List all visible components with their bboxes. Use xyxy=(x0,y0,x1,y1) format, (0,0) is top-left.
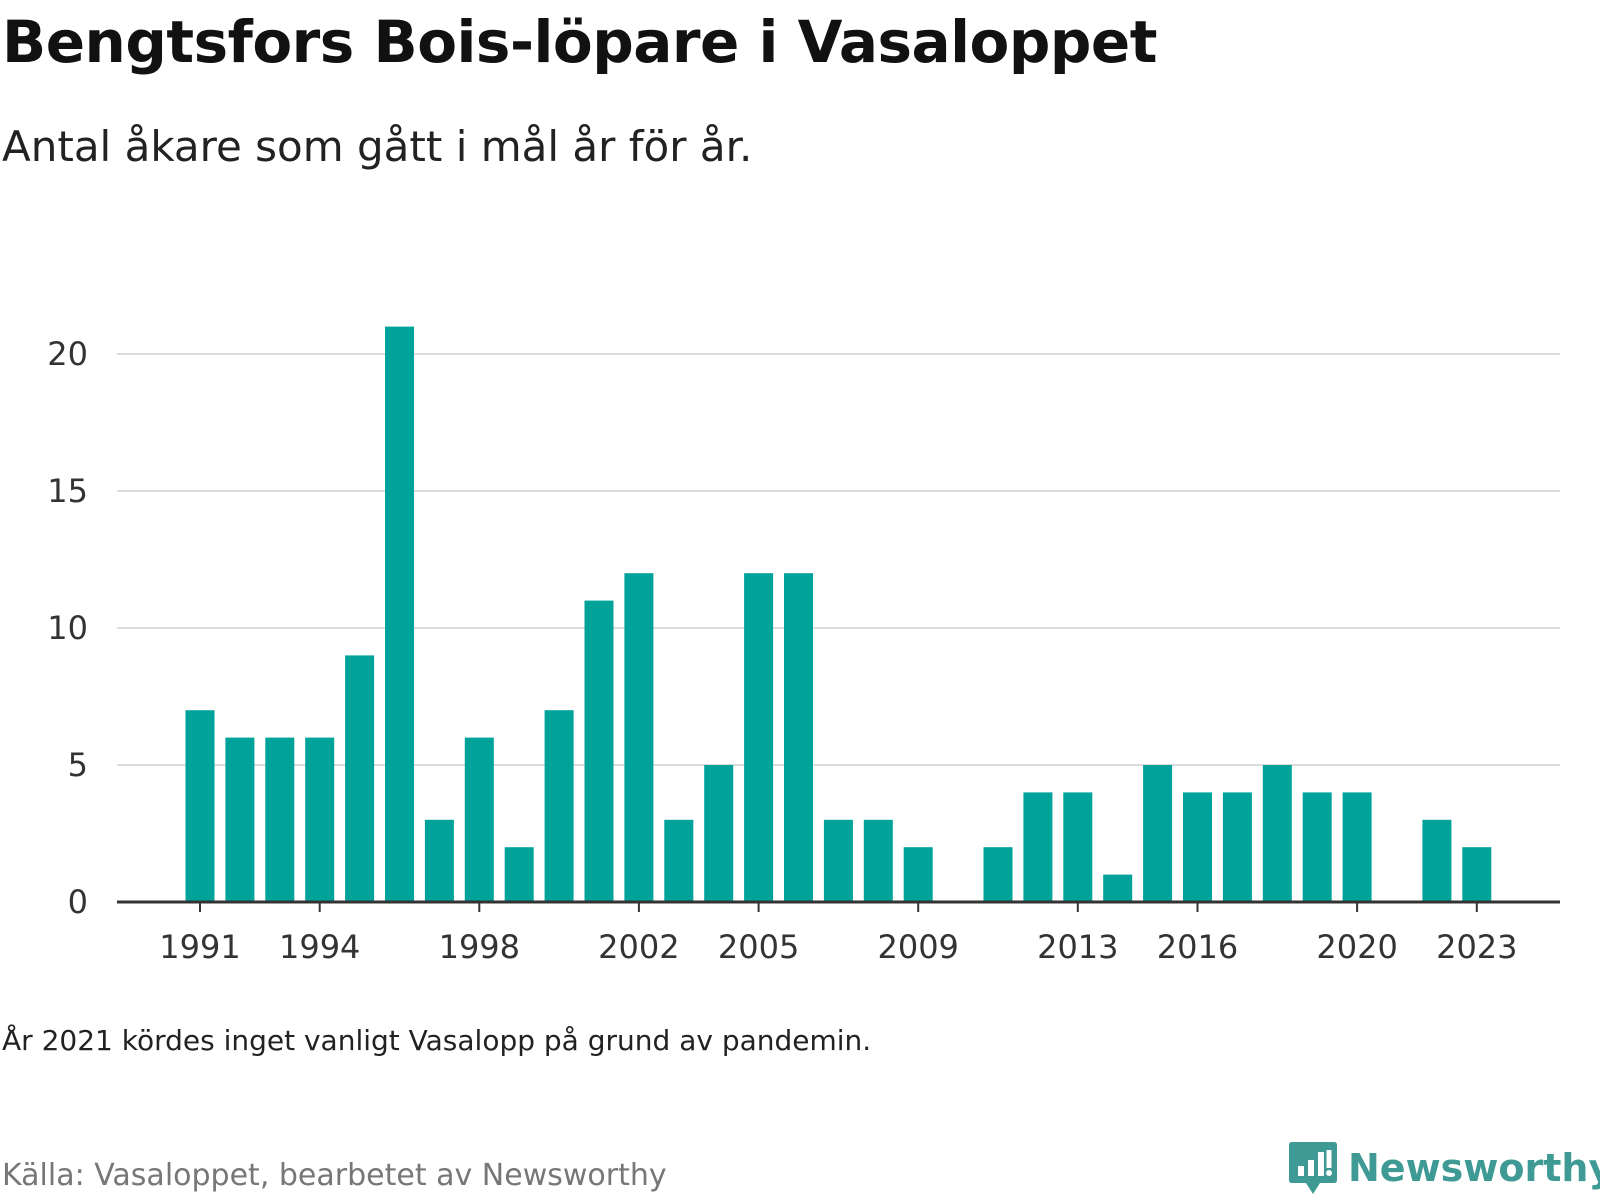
bar xyxy=(1262,765,1292,902)
y-tick-label: 5 xyxy=(68,746,88,784)
bar xyxy=(1462,847,1492,902)
bar xyxy=(1222,792,1252,902)
chart-note: År 2021 kördes inget vanligt Vasalopp på… xyxy=(2,1024,872,1057)
bar xyxy=(1342,792,1372,902)
bar xyxy=(464,737,494,902)
x-tick-label: 1994 xyxy=(279,928,360,966)
bar xyxy=(1063,792,1093,902)
bar xyxy=(225,737,255,902)
x-tick-label: 2016 xyxy=(1157,928,1238,966)
newsworthy-logo-icon xyxy=(1289,1142,1337,1194)
bar xyxy=(744,573,774,902)
x-tick-label: 1998 xyxy=(439,928,520,966)
x-tick-label: 2005 xyxy=(718,928,799,966)
bar xyxy=(185,710,215,902)
bar-chart: 0 5 10 15 20 1991 1994 1998 2002 2005 2009 2013 2016… xyxy=(47,326,1560,966)
bar xyxy=(664,819,694,902)
bar xyxy=(1143,765,1173,902)
bar xyxy=(1183,792,1212,902)
bar xyxy=(1023,792,1053,902)
bar xyxy=(784,573,813,902)
bar xyxy=(584,600,614,902)
newsworthy-logo-text: Newsworthy xyxy=(1348,1146,1600,1190)
bar xyxy=(903,847,933,902)
y-tick-label: 20 xyxy=(47,335,88,373)
bar xyxy=(544,710,574,902)
x-tick-label: 2002 xyxy=(598,928,679,966)
x-tick-label: 2013 xyxy=(1037,928,1118,966)
y-tick-label: 0 xyxy=(68,883,88,921)
bar xyxy=(1302,792,1332,902)
bar xyxy=(704,765,734,902)
x-tick-label: 2023 xyxy=(1436,928,1517,966)
y-tick-label: 10 xyxy=(47,609,88,647)
source-credit: Källa: Vasaloppet, bearbetet av Newswort… xyxy=(2,1158,667,1193)
bar xyxy=(823,819,853,902)
bar xyxy=(385,326,414,903)
newsworthy-logo: Newsworthy xyxy=(1288,1140,1600,1196)
bar xyxy=(1422,819,1452,902)
bar xyxy=(265,737,295,902)
x-tick-label: 2009 xyxy=(877,928,958,966)
x-tick-label: 2020 xyxy=(1316,928,1397,966)
bar xyxy=(424,819,454,902)
chart-subtitle: Antal åkare som gått i mål år för år. xyxy=(2,122,753,171)
bar xyxy=(504,847,534,902)
bar xyxy=(983,847,1013,902)
y-tick-label: 15 xyxy=(47,472,88,510)
bar xyxy=(624,573,654,902)
bar xyxy=(345,655,375,902)
bar xyxy=(1103,874,1133,902)
chart-title: Bengtsfors Bois-löpare i Vasaloppet xyxy=(2,8,1157,76)
bar xyxy=(863,819,893,902)
x-tick-label: 1991 xyxy=(159,928,240,966)
bar xyxy=(305,737,335,902)
